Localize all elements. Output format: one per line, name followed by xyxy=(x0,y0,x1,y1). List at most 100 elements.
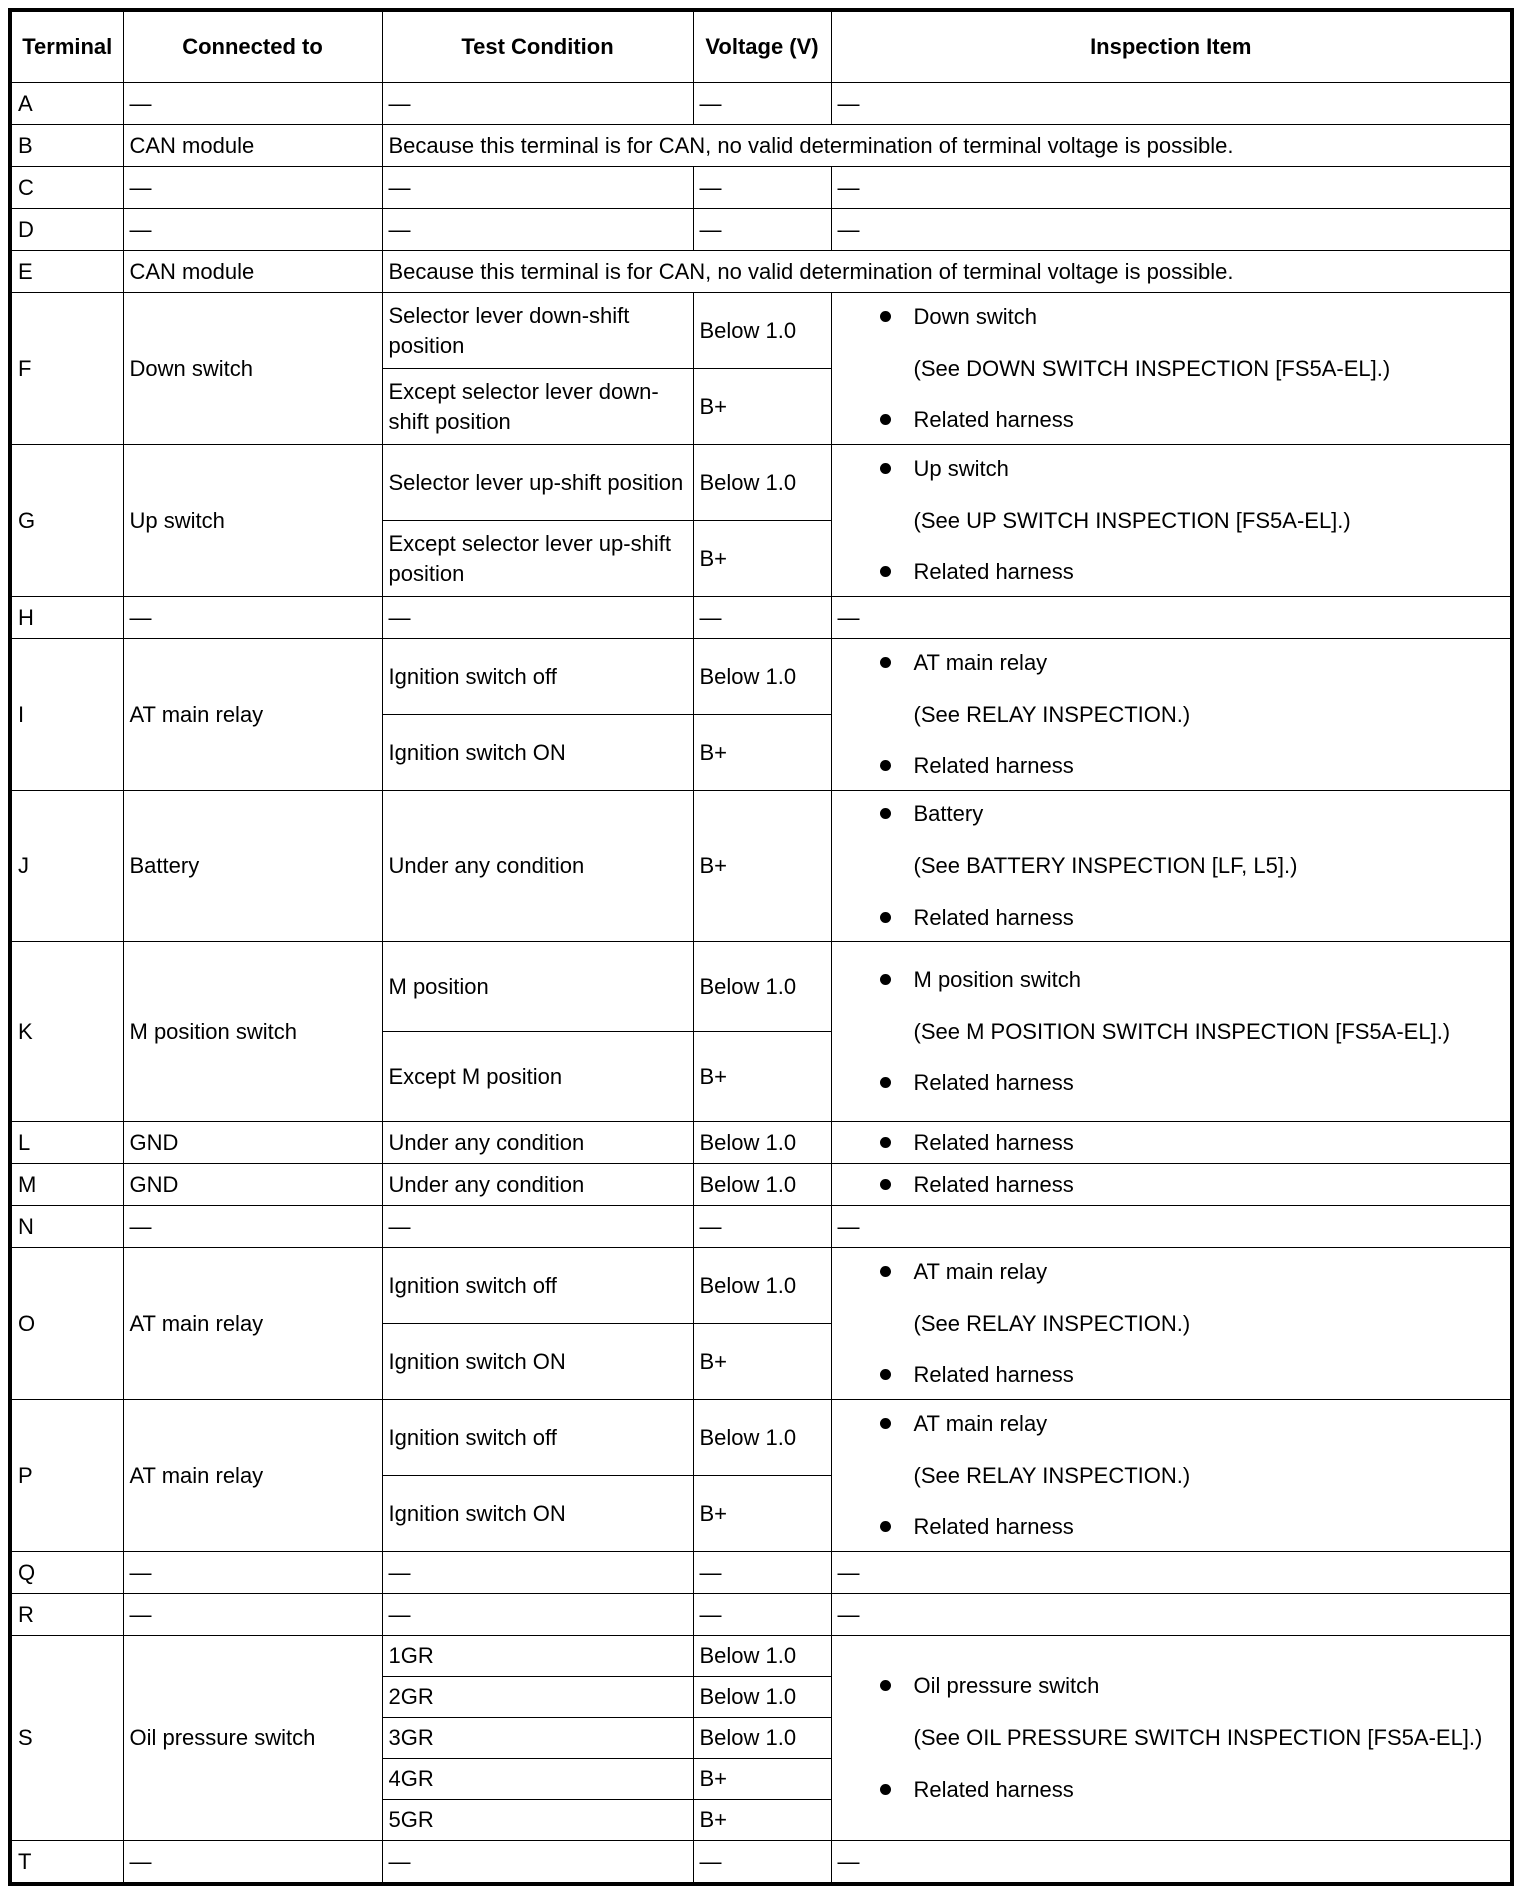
terminal-cell: E xyxy=(9,250,124,293)
condition-cell: Ignition switch off xyxy=(381,1247,694,1324)
terminal-cell: O xyxy=(9,1247,124,1400)
inspection-cell: — xyxy=(830,208,1513,251)
related-harness-text: Related harness xyxy=(913,904,1074,930)
voltage-cell: Below 1.0 xyxy=(692,638,832,715)
inspection-cell: AT main relay (See RELAY INSPECTION.) Rela… xyxy=(830,638,1513,791)
table-row: 4GR B+ xyxy=(10,1758,1512,1800)
terminal-cell: R xyxy=(9,1593,124,1636)
voltage-cell: B+ xyxy=(692,714,832,791)
connected-cell: GND xyxy=(122,1121,383,1164)
voltage-cell: — xyxy=(692,1593,832,1636)
condition-cell: — xyxy=(381,1551,694,1594)
inspection-cell: — xyxy=(830,82,1513,125)
inspection-item-text: AT main relay xyxy=(913,1410,1048,1436)
inspection-cell: — xyxy=(830,1593,1513,1636)
table-row: Except M position B+ xyxy=(10,1031,1512,1122)
inspection-bullet-harness: Related harness xyxy=(832,1512,1505,1542)
table-row: Ignition switch ON B+ xyxy=(10,1475,1512,1552)
voltage-cell: B+ xyxy=(692,520,832,597)
condition-cell: — xyxy=(381,82,694,125)
voltage-cell: Below 1.0 xyxy=(692,292,832,369)
inspection-cell: Related harness xyxy=(830,1163,1513,1206)
condition-cell: 5GR xyxy=(381,1799,694,1841)
inspection-bullet-harness: Related harness xyxy=(832,1068,1505,1098)
connected-cell: — xyxy=(122,1840,383,1885)
connected-cell: Oil pressure switch xyxy=(122,1635,383,1841)
connected-cell: AT main relay xyxy=(122,638,383,791)
connected-cell: CAN module xyxy=(122,250,383,293)
header-terminal: Terminal xyxy=(9,9,124,83)
inspection-bullet-harness: Related harness xyxy=(832,405,1505,435)
connected-cell: Battery xyxy=(122,790,383,942)
condition-cell: Under any condition xyxy=(381,1163,694,1206)
table-row: J Battery Under any condition B+ Battery (See… xyxy=(9,790,1513,942)
condition-cell: — xyxy=(381,1840,694,1885)
condition-cell: Under any condition xyxy=(381,1121,694,1164)
condition-cell: Except selector lever down-shift positio… xyxy=(381,368,694,445)
header-test-condition: Test Condition xyxy=(381,9,694,83)
table-row: G Up switch Selector lever up-shift positi… xyxy=(9,444,1513,597)
terminal-cell: Q xyxy=(9,1551,124,1594)
terminal-cell: J xyxy=(9,790,124,942)
voltage-cell: B+ xyxy=(692,1799,832,1841)
connected-cell: — xyxy=(122,82,383,125)
condition-cell: 1GR xyxy=(381,1635,694,1677)
connected-cell: CAN module xyxy=(122,124,383,167)
condition-cell: 2GR xyxy=(381,1676,694,1718)
inspection-cell: — xyxy=(830,1551,1513,1594)
voltage-cell: — xyxy=(692,208,832,251)
inspection-item-text: AT main relay xyxy=(913,649,1048,675)
table-row: E CAN module Because this terminal is for … xyxy=(9,250,1513,293)
table-row: I AT main relay Ignition switch off Below 1… xyxy=(9,638,1513,791)
inspection-reference: (See RELAY INSPECTION.) xyxy=(913,1310,1191,1336)
terminal-cell: G xyxy=(9,444,124,597)
terminal-cell: N xyxy=(9,1205,124,1248)
inspection-bullet-item: M position switch xyxy=(832,965,1505,995)
table-row: C — — — — xyxy=(9,166,1513,209)
terminal-cell: P xyxy=(9,1399,124,1552)
terminal-cell: I xyxy=(9,638,124,791)
related-harness-text: Related harness xyxy=(913,1171,1074,1197)
voltage-cell: — xyxy=(692,166,832,209)
table-row: A — — — — xyxy=(9,82,1513,125)
voltage-cell: B+ xyxy=(692,1758,832,1800)
terminal-cell: F xyxy=(9,292,124,445)
table-row: R — — — — xyxy=(9,1593,1513,1636)
inspection-cell: — xyxy=(830,596,1513,639)
related-harness-text: Related harness xyxy=(913,1776,1074,1802)
inspection-item-text: Battery xyxy=(913,801,984,827)
inspection-item-text: Up switch xyxy=(913,455,1009,481)
connected-cell: GND xyxy=(122,1163,383,1206)
table-row: Ignition switch ON B+ xyxy=(10,714,1512,791)
connected-cell: — xyxy=(122,208,383,251)
inspection-bullet-item: Up switch xyxy=(832,454,1505,484)
terminal-cell: C xyxy=(9,166,124,209)
related-harness-text: Related harness xyxy=(913,753,1074,779)
terminal-cell: M xyxy=(9,1163,124,1206)
terminal-inspection-table: Terminal Connected to Test Condition Vol… xyxy=(8,8,1514,1886)
condition-cell: — xyxy=(381,596,694,639)
condition-cell: Ignition switch ON xyxy=(381,1323,694,1400)
terminal-cell: T xyxy=(9,1840,124,1885)
connected-cell: — xyxy=(122,1593,383,1636)
table-row: 2GR Below 1.0 xyxy=(10,1676,1512,1718)
inspection-cell: Oil pressure switch (See OIL PRESSURE SWI… xyxy=(830,1635,1513,1841)
voltage-cell: B+ xyxy=(692,368,832,445)
inspection-bullet-harness: Related harness xyxy=(832,1128,1505,1158)
condition-cell: Selector lever up-shift position xyxy=(381,444,694,521)
terminal-cell: K xyxy=(9,941,124,1122)
inspection-reference: (See RELAY INSPECTION.) xyxy=(913,701,1191,727)
connected-cell: — xyxy=(122,596,383,639)
inspection-cell: Related harness xyxy=(830,1121,1513,1164)
connected-cell: — xyxy=(122,166,383,209)
inspection-cell: AT main relay (See RELAY INSPECTION.) Rela… xyxy=(830,1247,1513,1400)
connected-cell: M position switch xyxy=(122,941,383,1122)
inspection-item-text: Oil pressure switch xyxy=(913,1673,1100,1699)
connected-cell: AT main relay xyxy=(122,1399,383,1552)
related-harness-text: Related harness xyxy=(913,1070,1074,1096)
table-row: 5GR B+ xyxy=(10,1799,1512,1841)
inspection-bullet-harness: Related harness xyxy=(832,1775,1505,1805)
inspection-bullet-item: Oil pressure switch xyxy=(832,1671,1505,1701)
voltage-cell: — xyxy=(692,1840,832,1885)
table-row: H — — — — xyxy=(9,596,1513,639)
